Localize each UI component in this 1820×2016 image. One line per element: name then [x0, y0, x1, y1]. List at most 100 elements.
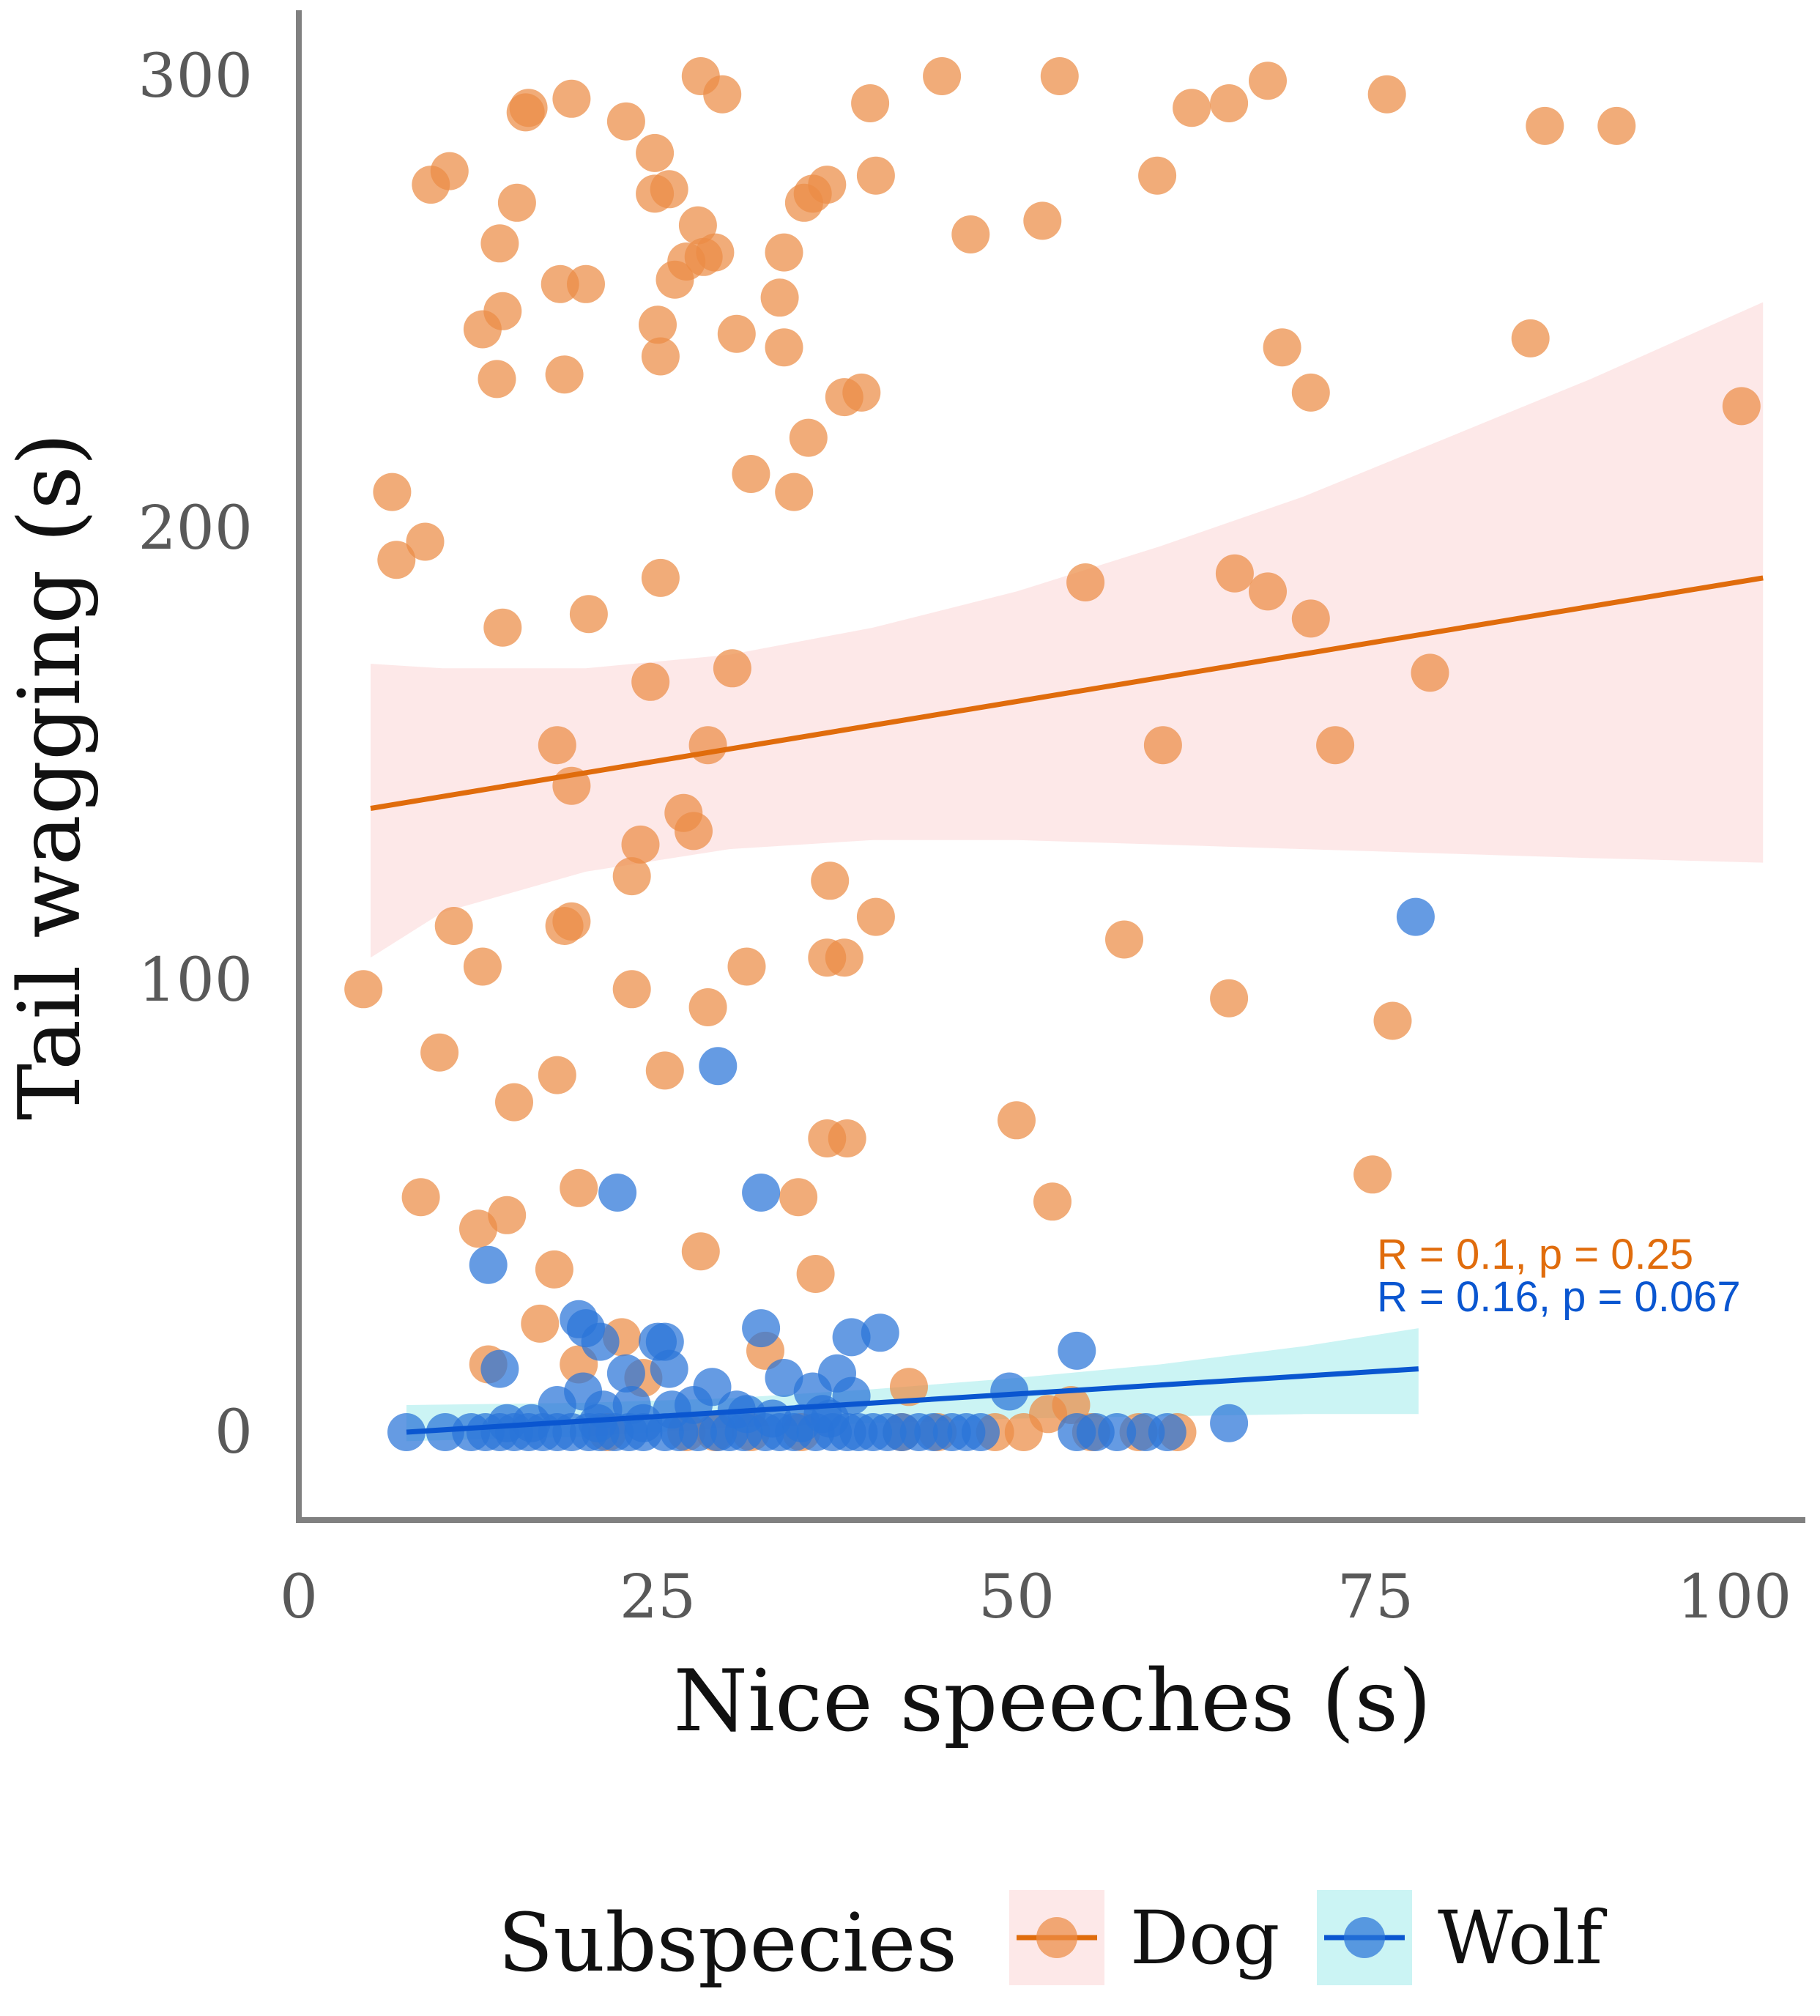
- legend-title: Subspecies: [498, 1896, 957, 1990]
- dog-legend-label: Dog: [1130, 1895, 1279, 1981]
- y-tick-label: 300: [138, 42, 253, 111]
- wolf-point: [480, 1349, 519, 1388]
- dog-point: [552, 902, 591, 941]
- dog-point: [631, 662, 670, 701]
- dog-point: [765, 328, 803, 367]
- dog-point: [1249, 572, 1287, 611]
- y-axis-title: Tail wagging (s): [1, 433, 100, 1121]
- wolf-point: [782, 1404, 820, 1442]
- x-tick-label: 100: [1677, 1563, 1792, 1632]
- dog-point: [713, 649, 751, 688]
- dog-point: [1040, 57, 1079, 95]
- wolf-point: [606, 1354, 645, 1393]
- x-tick-label: 0: [280, 1563, 318, 1632]
- dog-point: [480, 224, 519, 263]
- legend-keys: Dog Wolf: [1009, 1890, 1608, 1985]
- x-tick-label: 75: [1337, 1563, 1414, 1632]
- dog-point: [641, 337, 680, 376]
- y-tick-label: 200: [138, 494, 253, 563]
- dog-point: [535, 1250, 573, 1289]
- dog-point: [538, 726, 576, 765]
- dog-point: [688, 988, 727, 1026]
- dog-point: [765, 233, 803, 272]
- dog-point: [1143, 726, 1182, 765]
- dog-point: [1316, 726, 1355, 765]
- dog-point: [1722, 387, 1761, 426]
- wolf-point: [1058, 1331, 1096, 1370]
- dog-point: [1291, 373, 1330, 412]
- dog-point: [483, 608, 522, 647]
- dog-point: [545, 355, 584, 394]
- dog-point: [1291, 599, 1330, 638]
- y-tick-label: 100: [138, 946, 253, 1015]
- dog-point: [1023, 201, 1062, 240]
- dog-point: [1367, 75, 1406, 114]
- dog-point: [681, 1232, 720, 1271]
- dog-point: [606, 102, 645, 141]
- dog-point: [373, 472, 412, 511]
- dog-point: [569, 595, 608, 634]
- dog-point: [1105, 920, 1143, 959]
- dog-point: [509, 89, 548, 127]
- dog-point: [808, 166, 847, 204]
- dog-point: [650, 170, 688, 209]
- dog-point: [696, 233, 735, 272]
- dog-point: [538, 1056, 576, 1094]
- dog-point: [639, 305, 677, 344]
- y-tick-label: 0: [215, 1398, 253, 1467]
- dog-point: [1373, 1001, 1412, 1040]
- dog-point: [828, 1119, 866, 1157]
- dog-point: [951, 215, 990, 253]
- dog-point: [459, 1209, 497, 1248]
- wolf-point: [1098, 1413, 1137, 1451]
- x-tick-label: 50: [978, 1563, 1055, 1632]
- legend: Subspecies Dog Wolf: [498, 1890, 1608, 1990]
- wolf-correlation-label: R = 0.16, p = 0.067: [1377, 1273, 1741, 1321]
- dog-point: [851, 84, 890, 122]
- dog-point: [998, 1101, 1036, 1140]
- dog-point: [760, 278, 799, 317]
- dog-point: [483, 292, 522, 330]
- dog-regression-line: [370, 575, 1764, 811]
- dog-point: [1004, 1413, 1043, 1451]
- dog-point: [1249, 62, 1287, 100]
- wolf-point: [832, 1318, 871, 1357]
- dog-point: [495, 1083, 533, 1122]
- dog-point: [923, 57, 962, 95]
- dog-point: [420, 1033, 459, 1072]
- dog-point: [1411, 653, 1449, 692]
- dog-point: [560, 1168, 598, 1207]
- wolf-point: [624, 1404, 663, 1442]
- dog-point: [567, 264, 605, 303]
- dog-point: [775, 472, 814, 511]
- dog-point: [645, 1051, 684, 1090]
- dog-correlation-label: R = 0.1, p = 0.25: [1377, 1231, 1693, 1278]
- dog-point: [811, 861, 850, 900]
- dog-point: [789, 418, 828, 457]
- dog-confidence-band: [371, 302, 1764, 958]
- wolf-point: [990, 1372, 1029, 1411]
- dog-point: [488, 1196, 527, 1234]
- dog-point: [678, 206, 717, 245]
- dog-point: [521, 1304, 560, 1343]
- wolf-point: [811, 1399, 850, 1438]
- dog-point: [612, 970, 651, 1009]
- x-axis-title: Nice speeches (s): [674, 1652, 1432, 1751]
- dog-point: [641, 558, 680, 597]
- dog-point: [825, 938, 863, 977]
- dog-point: [703, 75, 742, 114]
- dog-point: [856, 897, 895, 936]
- correlation-annotations: R = 0.1, p = 0.25R = 0.16, p = 0.067: [1377, 1231, 1741, 1321]
- wolf-regression-line: [406, 1366, 1419, 1435]
- dog-point: [497, 183, 536, 222]
- wolf-point: [765, 1359, 803, 1397]
- dog-point: [717, 314, 756, 353]
- dog-point: [1526, 106, 1564, 145]
- wolf-point: [469, 1245, 508, 1284]
- dog-point: [344, 970, 383, 1009]
- wolf-point: [962, 1413, 1000, 1451]
- wolf-point: [581, 1322, 620, 1361]
- dog-point: [1210, 84, 1249, 122]
- dog-point: [463, 947, 502, 986]
- dog-point: [612, 857, 651, 896]
